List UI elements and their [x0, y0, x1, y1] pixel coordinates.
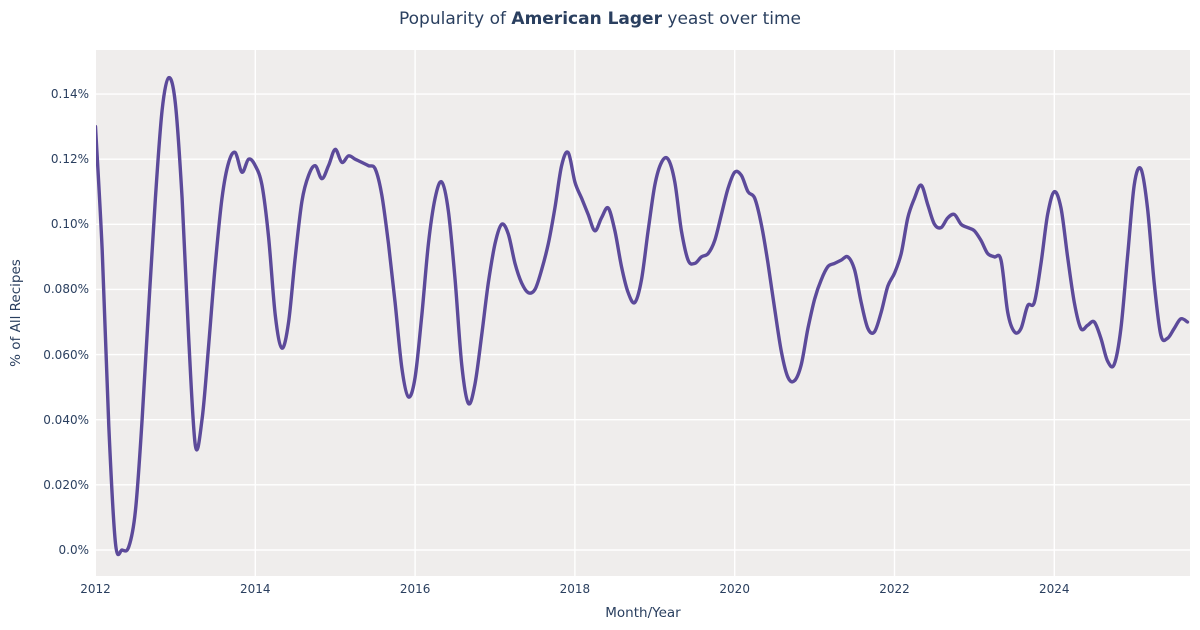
y-axis-tick-label: 0.060% [43, 347, 89, 362]
y-axis-tick-label: 0.080% [43, 282, 89, 297]
y-axis-title: % of All Recipes [8, 259, 24, 367]
x-axis-tick-label: 2014 [240, 582, 271, 596]
x-axis-title: Month/Year [605, 605, 681, 621]
data-line-american-lager [96, 75, 1190, 557]
x-axis-tick-label: 2016 [399, 582, 431, 596]
y-axis-tick-label: 0.0% [58, 543, 90, 557]
chart-title-prefix: Popularity of [399, 9, 512, 29]
chart-title-emphasis: American Lager [511, 9, 662, 29]
y-axis-tick-label: 0.14% [50, 87, 89, 102]
x-axis-tick-label: 2024 [1039, 582, 1070, 596]
y-axis-tick-label: 0.12% [50, 152, 89, 167]
chart-title: Popularity of American Lager yeast over … [0, 8, 1200, 30]
y-axis-tick-label: 0.040% [43, 412, 89, 427]
x-axis-tick-label: 2020 [719, 582, 750, 596]
x-axis-tick-label: 2022 [879, 582, 910, 596]
x-axis-tick-label: 2012 [80, 582, 111, 596]
y-axis-tick-label: 0.10% [50, 217, 89, 232]
grid-lines [96, 50, 1190, 576]
x-axis-tick-label: 2018 [559, 582, 591, 596]
chart-title-suffix: yeast over time [661, 9, 801, 29]
y-axis-tick-label: 0.020% [43, 477, 89, 492]
